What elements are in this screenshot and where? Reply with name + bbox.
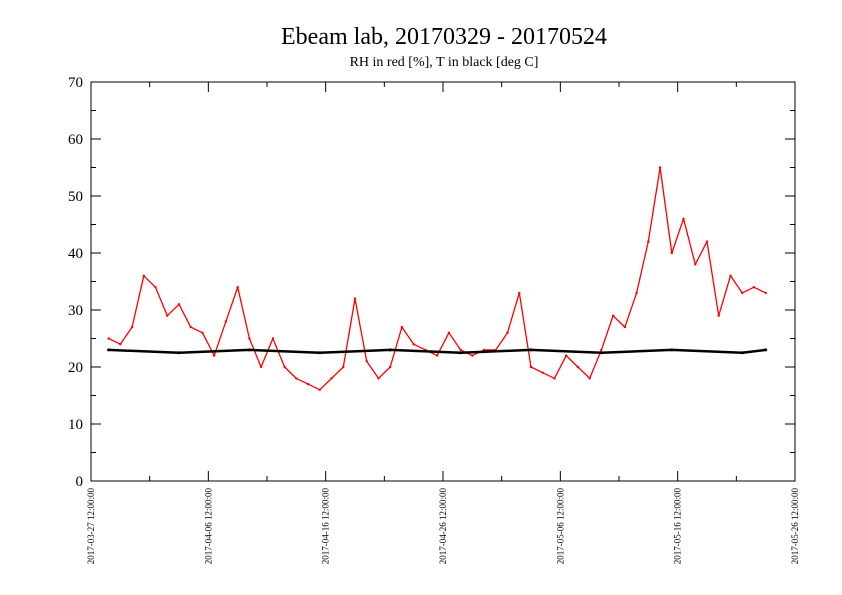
rh-data-point (506, 331, 509, 334)
x-tick-label: 2017-05-06 12:00:00 (555, 488, 565, 565)
rh-data-point (142, 274, 145, 277)
x-tick-label: 2017-05-16 12:00:00 (673, 488, 683, 565)
plot-frame (90, 81, 796, 482)
rh-data-point (741, 291, 744, 295)
rh-data-point (166, 314, 169, 317)
rh-data-point (130, 325, 134, 329)
rh-data-point (213, 354, 216, 357)
rh-data-point (576, 365, 580, 369)
rh-data-point (435, 354, 439, 357)
rh-data-point (447, 331, 451, 334)
temperature-data-point (388, 348, 392, 352)
ticks-layer (90, 81, 796, 482)
y-tick-label: 70 (68, 75, 83, 91)
x-tick-label: 2017-04-26 12:00:00 (438, 488, 448, 565)
y-tick-label: 0 (76, 474, 84, 490)
y-tick-label: 50 (68, 189, 83, 205)
rh-data-point (729, 274, 732, 277)
temperature-data-point (318, 351, 322, 355)
x-tick-label: 2017-04-06 12:00:00 (203, 488, 213, 565)
rh-data-point (248, 337, 251, 340)
series-layer (107, 166, 768, 391)
x-tick-label: 2017-05-26 12:00:00 (790, 488, 800, 565)
chart-title: Ebeam lab, 20170329 - 20170524 (281, 24, 607, 50)
rh-data-point (635, 291, 638, 295)
rh-data-point (717, 314, 720, 317)
rh-data-point (295, 377, 298, 380)
x-tick-label: 2017-03-27 12:00:00 (86, 488, 96, 565)
rh-data-point (189, 325, 192, 329)
rh-data-point (482, 348, 486, 352)
rh-data-point (306, 382, 310, 386)
rh-data-point (389, 365, 392, 369)
chart-subtitle: RH in red [%], T in black [deg C] (350, 55, 539, 70)
rh-data-point (682, 217, 685, 220)
rh-data-point (565, 354, 568, 357)
rh-data-point (658, 166, 662, 169)
x-tick-label: 2017-04-16 12:00:00 (321, 488, 331, 565)
rh-data-point (764, 291, 767, 295)
rh-data-point (705, 240, 709, 243)
rh-data-point (177, 303, 181, 306)
y-tick-label: 30 (68, 303, 83, 319)
rh-data-point (670, 251, 673, 255)
rh-data-point (283, 365, 286, 369)
rh-data-point (752, 286, 756, 289)
rh-data-point (459, 348, 462, 352)
rh-data-point (365, 360, 368, 363)
temperature-data-point (459, 351, 463, 355)
temperature-data-point (529, 348, 533, 352)
temperature-data-point (740, 351, 744, 355)
rh-data-point (330, 377, 333, 380)
rh-data-point (588, 377, 591, 380)
temperature-data-point (670, 348, 674, 352)
rh-data-point (553, 377, 556, 380)
y-tick-label: 40 (68, 246, 83, 262)
rh-data-point (611, 314, 615, 317)
temperature-data-point (764, 348, 768, 352)
temperature-data-point (107, 348, 111, 352)
rh-data-point (342, 365, 345, 369)
rh-data-point (471, 354, 474, 357)
rh-data-point (236, 286, 239, 289)
rh-data-point (224, 320, 228, 323)
temperature-series-line (108, 348, 766, 355)
labels-layer: 0 10 20 30 40 50 60 70 2017-03-27 12:00:00 2017-0… (68, 75, 800, 564)
rh-data-point (377, 377, 380, 380)
y-tick-label: 60 (68, 132, 83, 148)
rh-data-point (154, 286, 157, 289)
rh-data-point (541, 371, 544, 374)
rh-data-point (201, 331, 204, 334)
rh-data-point (694, 263, 697, 266)
rh-data-point (518, 291, 521, 295)
rh-data-point (529, 365, 533, 369)
rh-data-point (119, 343, 122, 346)
rh-data-point (318, 388, 321, 391)
rh-data-point (400, 325, 404, 329)
temperature-data-point (599, 351, 603, 355)
rh-data-point (259, 365, 263, 369)
y-tick-label: 10 (68, 417, 83, 433)
temperature-data-point (177, 351, 181, 355)
rh-data-point (647, 240, 650, 243)
rh-data-point (353, 297, 357, 300)
rh-data-point (271, 337, 275, 340)
temperature-data-point (247, 348, 251, 352)
rh-data-point (412, 343, 415, 346)
rh-data-point (107, 337, 110, 340)
y-tick-label: 20 (68, 360, 83, 376)
rh-data-point (600, 348, 603, 352)
rh-data-point (623, 325, 627, 329)
